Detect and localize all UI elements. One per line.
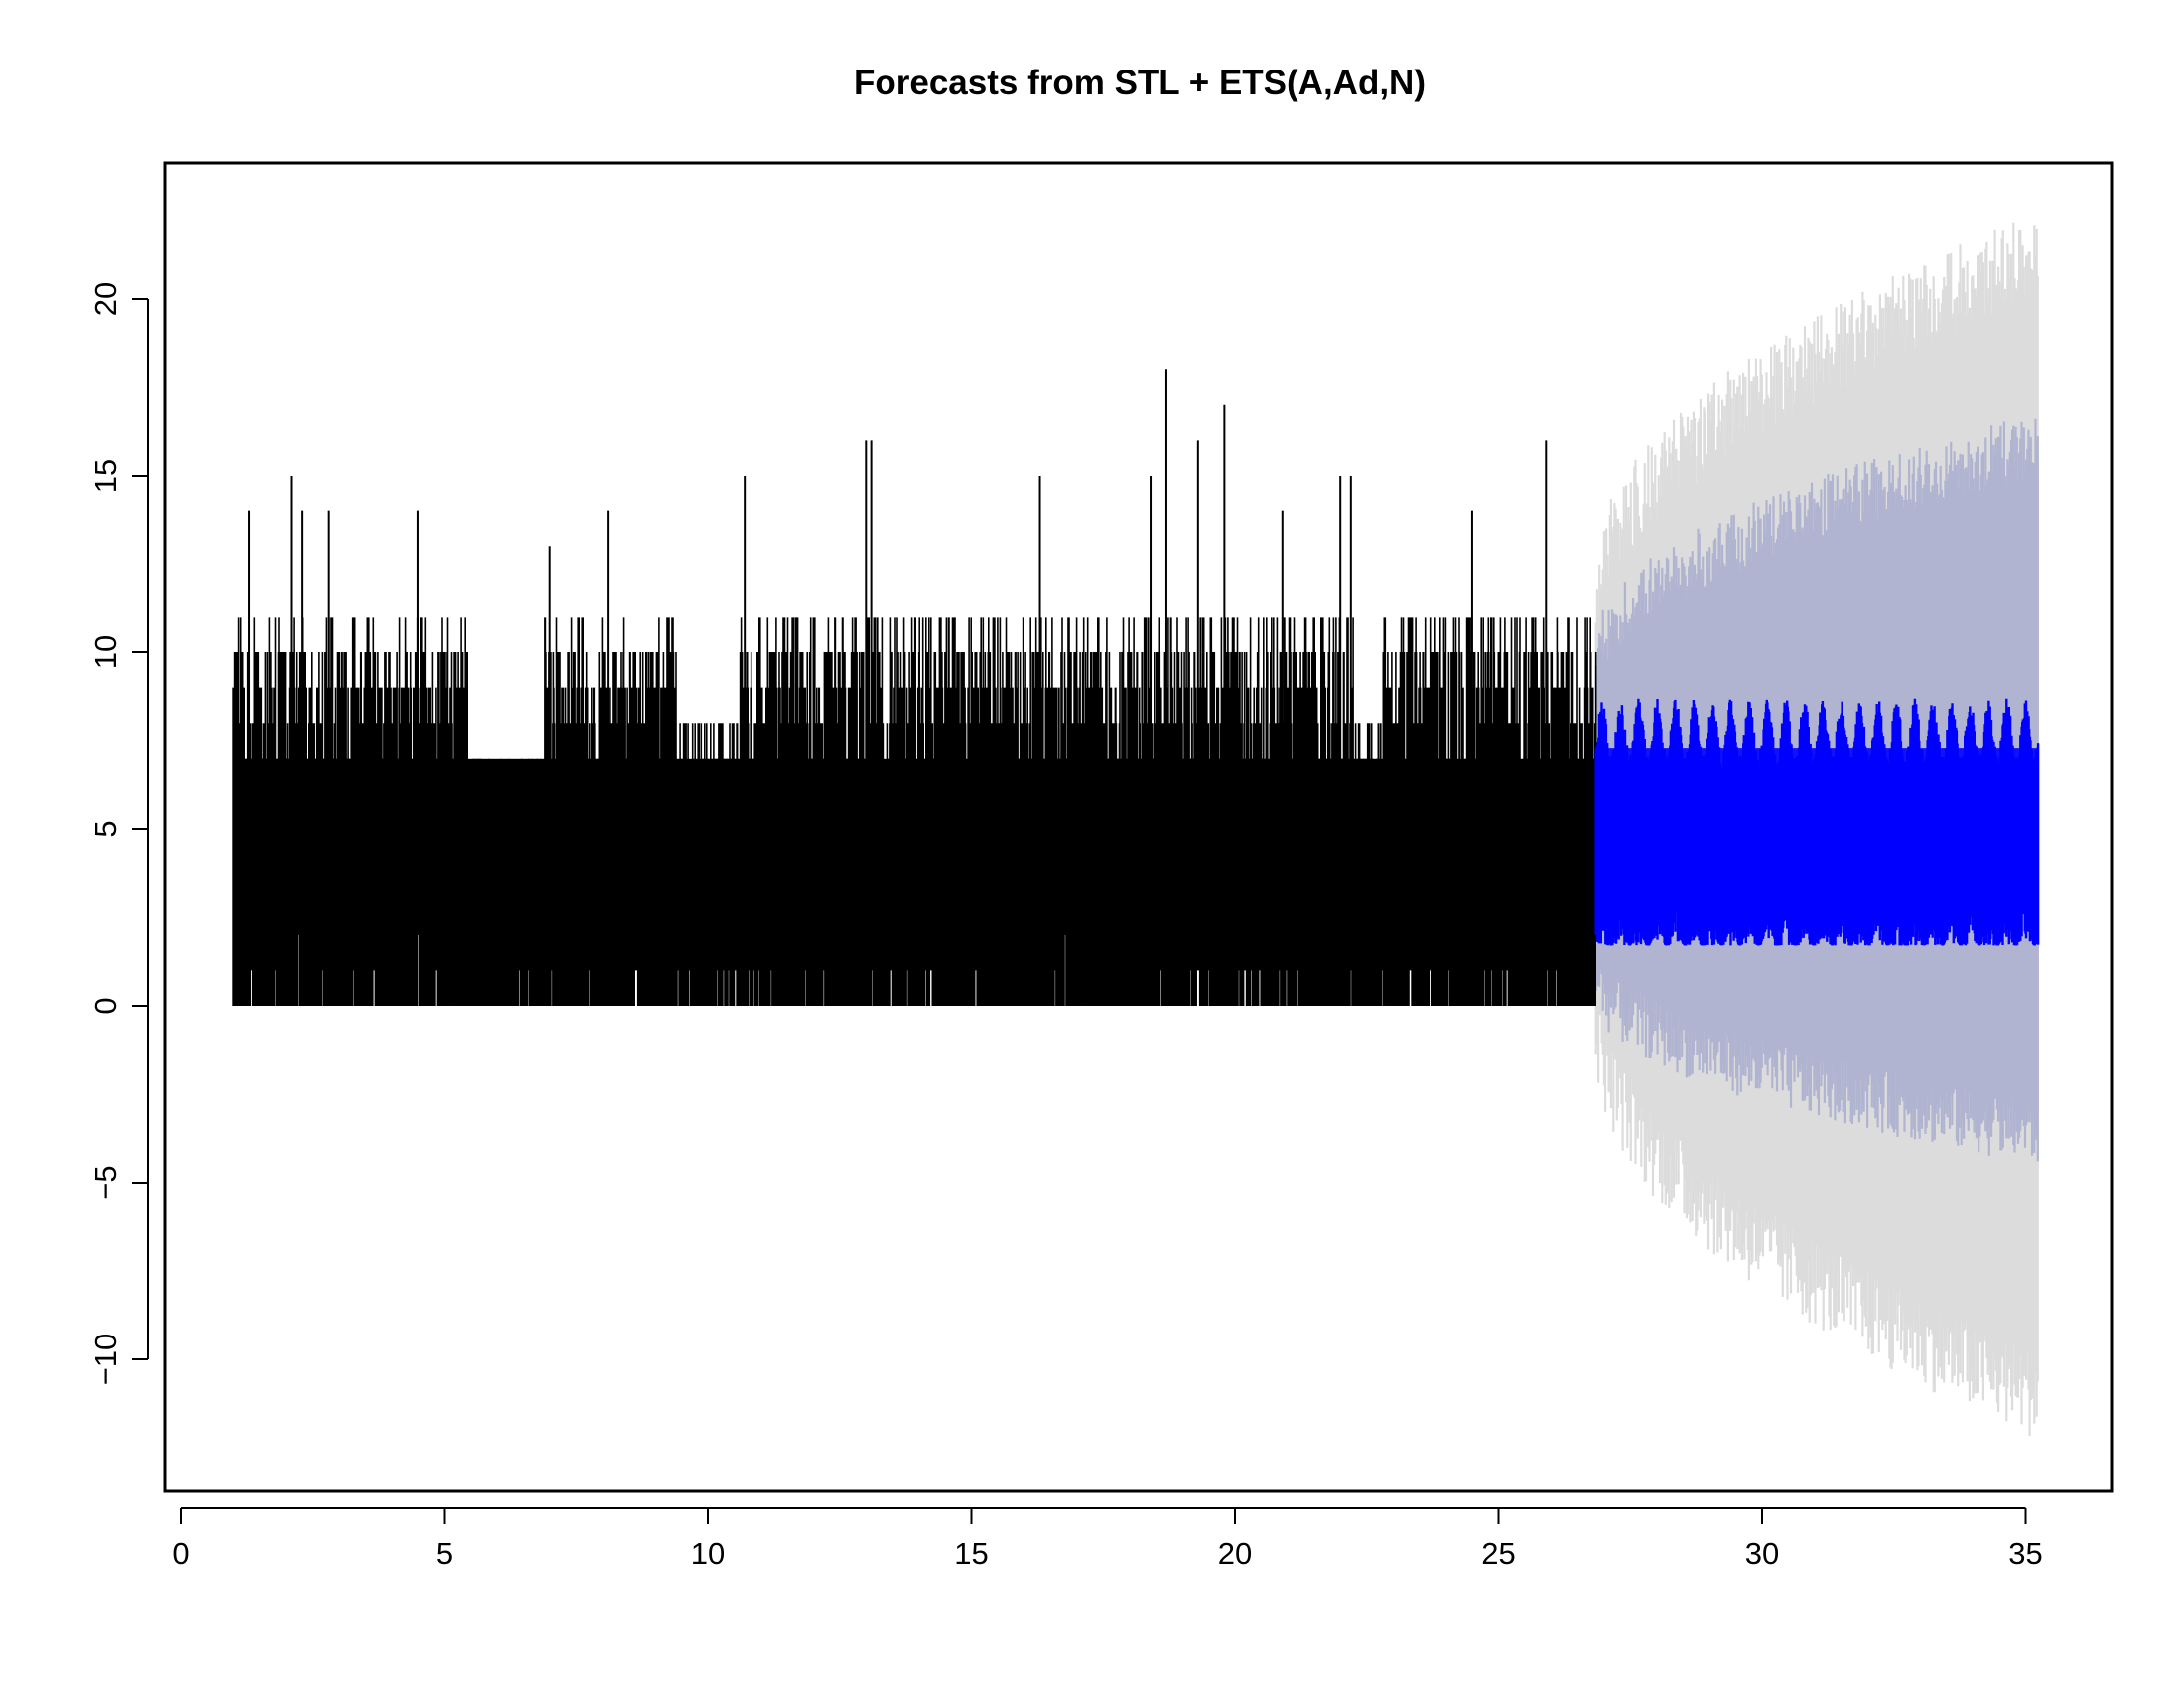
y-tick-label: 15: [88, 459, 123, 492]
x-tick-label: 35: [2008, 1536, 2042, 1571]
y-tick-label: 10: [88, 635, 123, 669]
observed-series: [232, 369, 1597, 1006]
forecast-core: [1595, 748, 2039, 908]
x-tick-label: 30: [1745, 1536, 1779, 1571]
chart-title: Forecasts from STL + ETS(A,Ad,N): [854, 64, 1426, 102]
x-tick-label: 0: [172, 1536, 189, 1571]
x-tick-label: 10: [691, 1536, 725, 1571]
x-tick-label: 20: [1218, 1536, 1252, 1571]
y-tick-label: −10: [88, 1334, 123, 1386]
observed-core: [233, 758, 1596, 935]
forecast-mean-series: [1594, 698, 2040, 946]
y-axis: −10 −5 0 5 10 15 20: [88, 282, 149, 1386]
x-tick-label: 5: [436, 1536, 453, 1571]
y-tick-label: 5: [88, 820, 123, 837]
y-tick-label: 0: [88, 997, 123, 1014]
x-tick-label: 25: [1481, 1536, 1515, 1571]
y-tick-label: −5: [88, 1165, 123, 1199]
x-axis: 0 5 10 15 20 25 30 35: [172, 1507, 2043, 1571]
y-tick-label: 20: [88, 282, 123, 316]
plot-frame: [163, 161, 2114, 1493]
x-tick-label: 15: [954, 1536, 988, 1571]
